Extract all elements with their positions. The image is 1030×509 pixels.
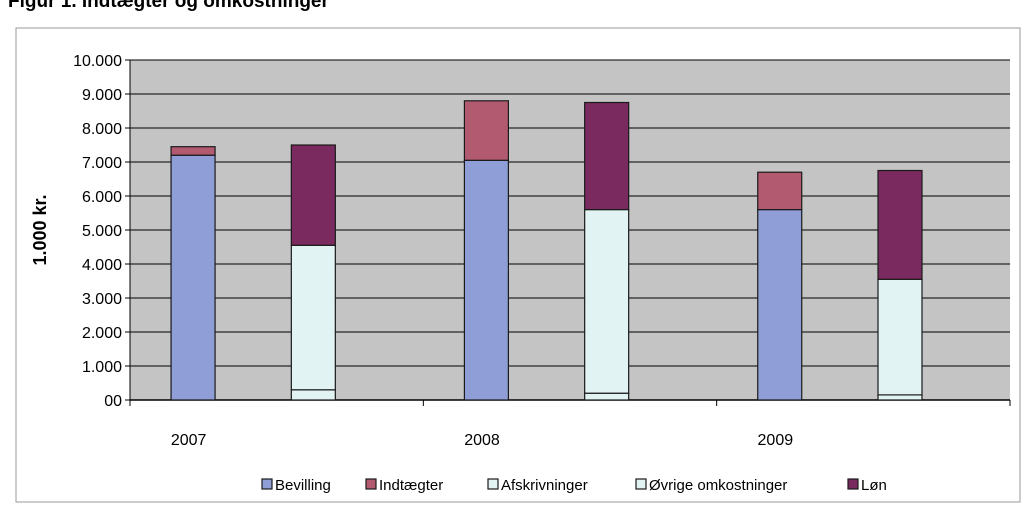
bar-segment	[463, 159, 509, 401]
y-tick-label: 2.000	[82, 325, 122, 342]
bar-segment	[584, 101, 630, 211]
y-tick-label: 3.000	[82, 291, 122, 308]
figure-title: Figur 1. Indtægter og omkostninger	[8, 0, 329, 12]
legend-label: Indtægter	[379, 477, 443, 494]
bar-segment	[290, 244, 336, 391]
y-tick-label: 1.000	[82, 359, 122, 376]
y-tick-label: 5.000	[82, 223, 122, 240]
bar-segment	[584, 392, 630, 401]
bar-segment	[290, 389, 336, 401]
legend: Bevilling Indtægter Afskrivninger Øvrige om…	[261, 477, 887, 494]
bar-segment	[877, 278, 923, 396]
bar-segment	[757, 209, 803, 401]
y-tick-label: 9.000	[82, 87, 122, 104]
y-tick-label: 8.000	[82, 121, 122, 138]
legend-label: Løn	[861, 477, 887, 494]
x-tick-label: 2007	[171, 432, 207, 449]
legend-swatch	[847, 478, 859, 490]
bar-segment	[877, 394, 923, 401]
bars	[170, 100, 923, 401]
y-axis-label: 1.000 kr.	[30, 194, 50, 265]
legend-swatch	[487, 478, 499, 490]
bar-segment	[170, 146, 216, 156]
legend-swatch	[261, 478, 273, 490]
bar-segment	[290, 144, 336, 246]
y-axis-ticks: 00 1.000 2.000 3.000 4.000 5.000 6.000 7.000 8.0…	[73, 53, 122, 410]
bar-segment	[877, 169, 923, 280]
bar-segment	[757, 171, 803, 211]
y-tick-label: 10.000	[73, 53, 122, 70]
x-tick-label: 2009	[758, 432, 794, 449]
y-tick-label: 00	[104, 393, 122, 410]
legend-label: Bevilling	[275, 477, 331, 494]
bar-segment	[170, 154, 216, 401]
gridlines	[125, 59, 1011, 406]
legend-label: Afskrivninger	[501, 477, 588, 494]
bar-segment	[463, 100, 509, 161]
legend-label: Øvrige omkostninger	[649, 477, 787, 494]
x-tick-label: 2008	[464, 432, 500, 449]
x-axis-labels: 2007 2008 2009	[171, 432, 793, 449]
y-tick-label: 7.000	[82, 155, 122, 172]
legend-swatch	[635, 478, 647, 490]
legend-swatch	[365, 478, 377, 490]
y-tick-label: 6.000	[82, 189, 122, 206]
y-tick-label: 4.000	[82, 257, 122, 274]
bar-segment	[584, 209, 630, 394]
